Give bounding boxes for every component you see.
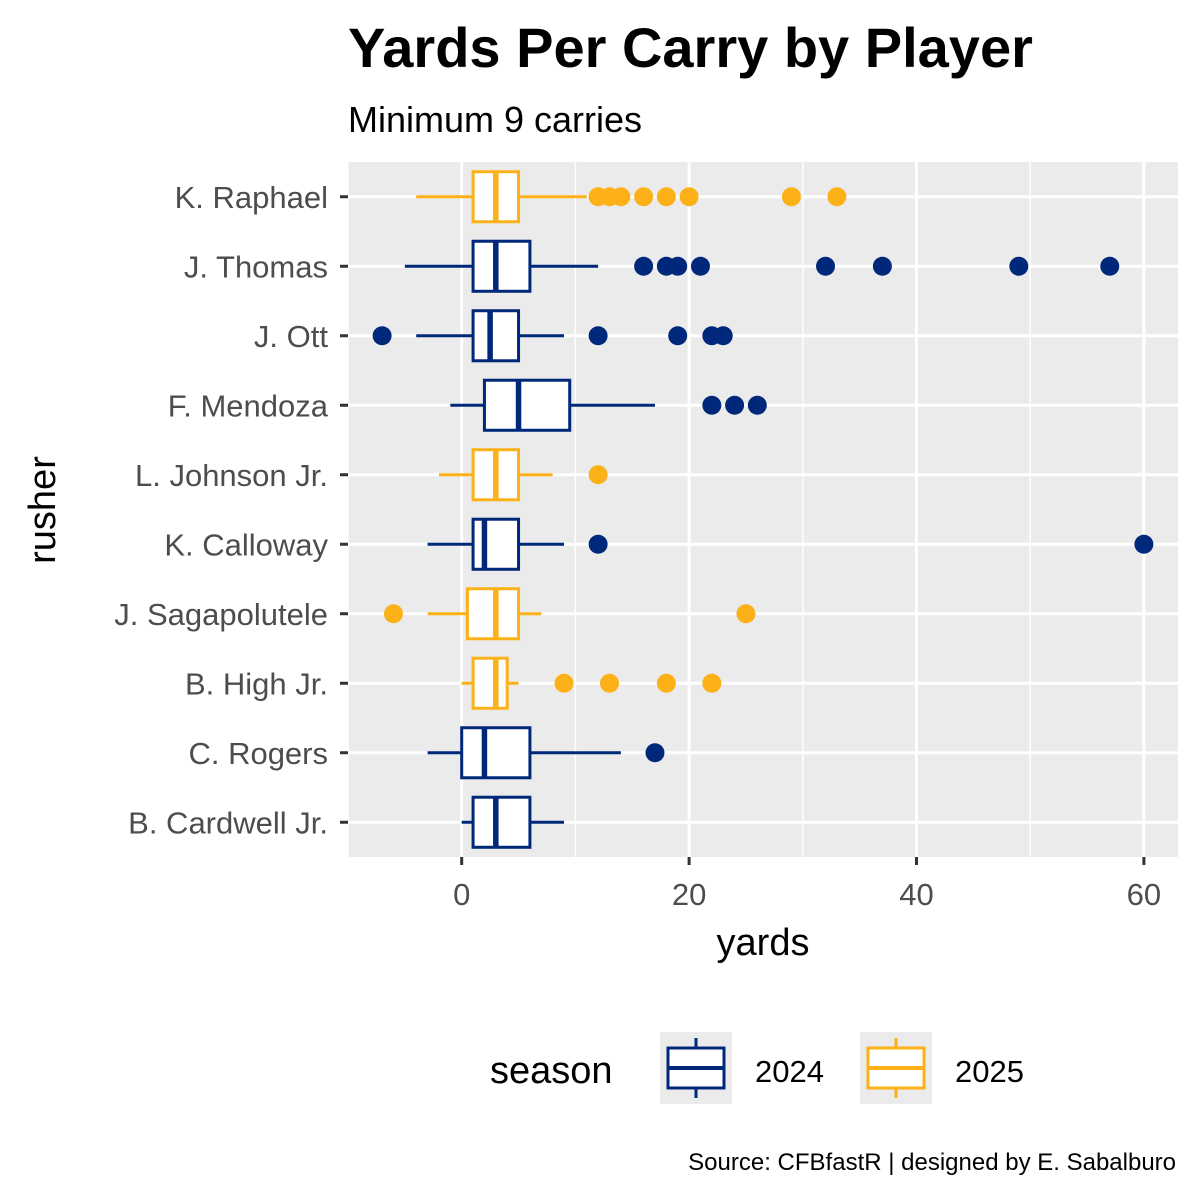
outlier-point (747, 395, 767, 415)
outlier-point (668, 326, 688, 346)
y-tick-label: K. Calloway (164, 527, 328, 562)
outlier-point (736, 604, 756, 624)
outlier-point (634, 256, 654, 276)
legend-key-2025 (860, 1032, 932, 1104)
outlier-point (656, 187, 676, 207)
iqr-box (460, 726, 532, 780)
outlier-point (372, 326, 392, 346)
x-axis-title: yards (717, 922, 810, 964)
outlier-point (679, 187, 699, 207)
x-tick-label: 60 (1127, 877, 1161, 912)
iqr-box (471, 656, 509, 710)
x-tick-label: 40 (899, 877, 933, 912)
boxplot-b-cardwell-jr (461, 795, 565, 849)
y-tick-label: B. Cardwell Jr. (128, 805, 328, 840)
outlier-point (645, 743, 665, 763)
iqr-box (465, 587, 521, 641)
iqr-box (471, 517, 521, 571)
outlier-point (600, 673, 620, 693)
iqr-box (482, 378, 572, 432)
outlier-point (588, 534, 608, 554)
y-tick-label: B. High Jr. (185, 666, 328, 701)
outlier-point (611, 187, 631, 207)
legend-label-2025: 2025 (955, 1054, 1024, 1089)
outlier-point (702, 673, 722, 693)
outlier-point (668, 256, 688, 276)
outlier-point (1009, 256, 1029, 276)
chart-caption: Source: CFBfastR | designed by E. Sabalb… (688, 1149, 1176, 1176)
boxplot-k-calloway (427, 517, 1154, 571)
legend-title: season (490, 1050, 613, 1092)
outlier-point (690, 256, 710, 276)
outlier-point (383, 604, 403, 624)
iqr-box (471, 309, 521, 363)
boxplots (372, 170, 1154, 849)
boxplot-l-johnson-jr (438, 448, 608, 502)
iqr-box (471, 795, 532, 849)
y-tick-label: F. Mendoza (168, 388, 329, 423)
outlier-point (554, 673, 574, 693)
outlier-point (816, 256, 836, 276)
outlier-point (1100, 256, 1120, 276)
y-tick-label: J. Sagapolutele (114, 597, 328, 632)
outlier-point (588, 326, 608, 346)
chart-title: Yards Per Carry by Player (348, 16, 1033, 79)
outlier-point (827, 187, 847, 207)
outlier-point (588, 465, 608, 485)
y-axis: K. Raphael J. Thomas J. Ott F. Mendoza L. Jo… (114, 180, 348, 840)
y-tick-label: K. Raphael (175, 180, 328, 215)
y-tick-label: L. Johnson Jr. (135, 458, 328, 493)
outlier-point (1134, 534, 1154, 554)
boxplot-j-ott (372, 309, 733, 363)
x-axis: 0 20 40 60 (453, 857, 1161, 912)
boxplot-j-sagapolutele (383, 587, 756, 641)
y-tick-label: C. Rogers (188, 736, 328, 771)
outlier-point (781, 187, 801, 207)
boxplot-b-high-jr (461, 656, 722, 710)
outlier-point (725, 395, 745, 415)
outlier-point (634, 187, 654, 207)
y-tick-label: J. Thomas (184, 249, 328, 284)
boxplot-f-mendoza (450, 378, 767, 432)
legend-label-2024: 2024 (755, 1054, 824, 1089)
outlier-point (702, 395, 722, 415)
outlier-point (872, 256, 892, 276)
iqr-box (471, 239, 532, 293)
legend: season 2024 2025 (490, 1032, 1024, 1104)
x-tick-label: 20 (672, 877, 706, 912)
boxplot-c-rogers (427, 726, 665, 780)
boxplot-k-raphael (416, 170, 847, 224)
legend-key-2024 (660, 1032, 732, 1104)
y-tick-label: J. Ott (254, 319, 328, 354)
y-axis-title: rusher (22, 456, 64, 564)
outlier-point (656, 673, 676, 693)
x-tick-label: 0 (453, 877, 470, 912)
chart-subtitle: Minimum 9 carries (348, 99, 642, 140)
boxplot-j-thomas (404, 239, 1120, 293)
outlier-point (713, 326, 733, 346)
